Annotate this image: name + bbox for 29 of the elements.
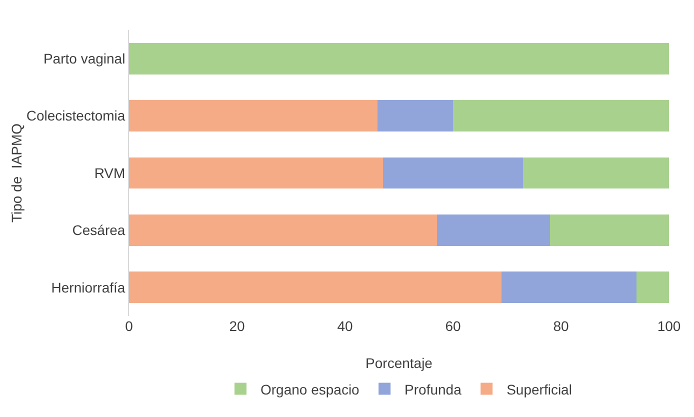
y-tick-label: Cesárea — [72, 222, 126, 238]
bar — [377, 100, 453, 132]
y-tick-label: RVM — [94, 164, 126, 181]
x-axis-title: Porcentaje — [366, 355, 433, 371]
x-tick-label: 40 — [337, 318, 353, 334]
bar — [453, 100, 669, 132]
y-tick-label: Parto vaginal — [43, 50, 126, 66]
bar — [502, 272, 637, 304]
y-tick-label: Herniorrafía — [51, 279, 126, 296]
bar — [636, 272, 669, 304]
bar — [436, 214, 550, 246]
legend-label: Superficial — [506, 381, 572, 398]
legend-label: Profunda — [404, 381, 462, 398]
legend-label: Organo espacio — [260, 381, 360, 398]
x-tick-label: 60 — [445, 318, 461, 334]
bar — [382, 157, 524, 189]
x-tick-label: 80 — [553, 318, 569, 334]
bar — [129, 272, 502, 304]
y-axis-title: Tipo de IAPMQ — [8, 123, 24, 223]
bar — [129, 42, 669, 74]
x-tick-label: 100 — [657, 318, 681, 334]
bar — [129, 157, 383, 189]
x-tick-label: 20 — [229, 318, 245, 334]
y-tick-label: Colecistectomia — [26, 108, 126, 124]
bar — [550, 214, 669, 246]
bar — [129, 100, 378, 132]
bar — [129, 214, 437, 246]
x-tick-label: 0 — [125, 318, 134, 334]
bar — [523, 157, 669, 189]
